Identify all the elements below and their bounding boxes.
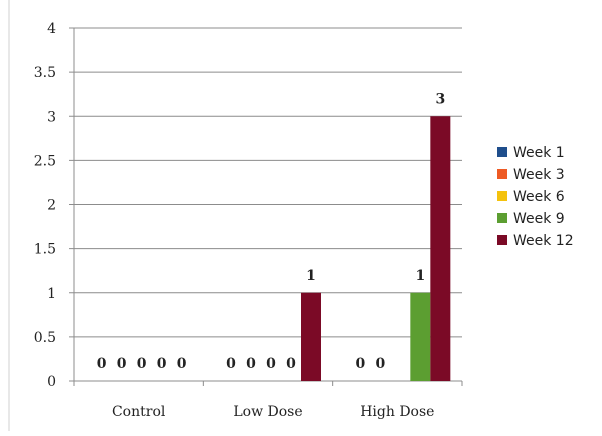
data-label: 0 [375, 356, 385, 372]
legend-swatch [497, 191, 507, 201]
y-tick-label: 3.5 [34, 65, 56, 81]
legend-swatch [497, 213, 507, 223]
data-label: 0 [246, 356, 256, 372]
x-category-label: High Dose [360, 404, 434, 420]
legend-swatch [497, 235, 507, 245]
data-labels: 0 0 0 0 0 0 0 0 010 013 [97, 91, 445, 372]
data-label: 0 [226, 356, 236, 372]
legend-label: Week 6 [513, 189, 565, 205]
bars [301, 116, 451, 381]
y-tick-label: 3 [47, 109, 56, 125]
data-label: 0 [117, 356, 127, 372]
bar [430, 116, 451, 381]
y-tick-label: 2.5 [34, 153, 56, 169]
y-tick-label: 1.5 [34, 242, 56, 258]
y-tick-label: 4 [47, 21, 56, 37]
legend-label: Week 12 [513, 233, 574, 249]
legend: Week 1 Week 3 Week 6 Week 9 Week 12 [497, 145, 574, 249]
legend-label: Week 1 [513, 145, 565, 161]
bar [301, 292, 321, 381]
x-category-label: Low Dose [233, 404, 302, 420]
legend-swatch [497, 169, 507, 179]
data-label: 0 [177, 356, 187, 372]
axes: 0 0.5 1 1.5 2 2.5 3 3.5 4 Control Low Dose High Dos… [34, 21, 463, 420]
data-label: 0 [286, 356, 296, 372]
data-label: 1 [306, 268, 316, 284]
bar [410, 292, 431, 381]
data-label: 3 [435, 91, 445, 107]
y-tick-label: 1 [47, 286, 56, 302]
y-tick-label: 0 [47, 374, 56, 390]
data-label: 0 [266, 356, 276, 372]
data-label: 0 [137, 356, 147, 372]
gridlines [74, 27, 462, 338]
x-category-label: Control [112, 404, 166, 420]
data-label: 0 [157, 356, 167, 372]
data-label: 0 [355, 356, 365, 372]
y-tick-label: 2 [47, 198, 56, 214]
legend-swatch [497, 147, 507, 157]
data-label: 0 [97, 356, 107, 372]
legend-label: Week 3 [513, 167, 565, 183]
legend-label: Week 9 [513, 211, 565, 227]
y-tick-label: 0.5 [34, 330, 56, 346]
data-label: 1 [415, 268, 425, 284]
